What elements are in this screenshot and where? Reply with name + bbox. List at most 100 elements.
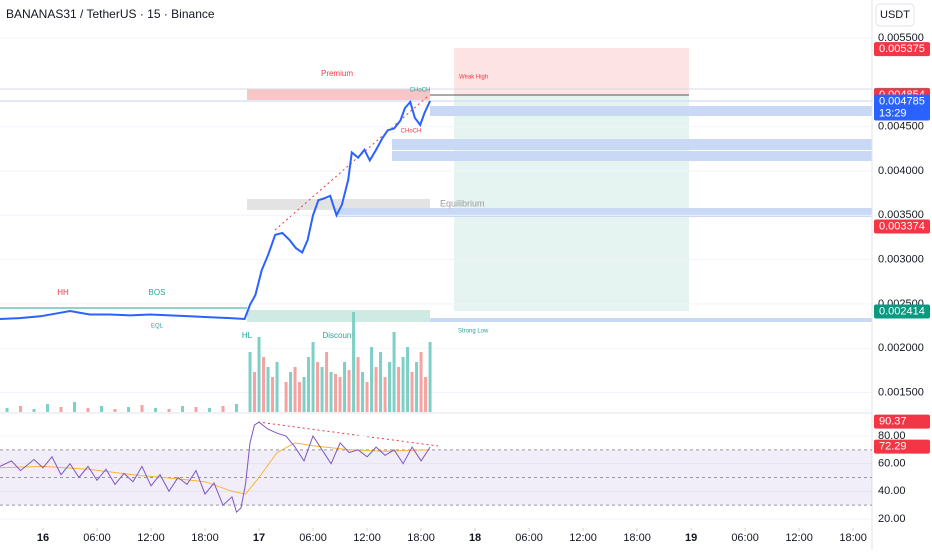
y-tick-label: 0.004500 <box>878 121 924 133</box>
x-tick-label: 18:00 <box>839 532 867 544</box>
y-tick-label: 0.003500 <box>878 209 924 221</box>
volume-bar <box>181 406 185 412</box>
volume-bar <box>388 362 392 412</box>
volume-bar <box>338 377 342 412</box>
price-tag-label: 0.005375 <box>879 43 925 55</box>
order-block <box>336 208 872 217</box>
volume-bar <box>352 312 356 412</box>
annotation: CHoCH <box>410 88 431 94</box>
volume-bar <box>329 372 333 412</box>
volume-bar <box>424 377 428 412</box>
annotation: Weak High <box>459 75 488 81</box>
volume-bar <box>284 382 288 412</box>
annotation: Discount <box>322 331 354 340</box>
volume-bar <box>406 347 410 412</box>
price-tag-label: 90.37 <box>879 416 907 428</box>
annotation: Premium <box>321 69 353 78</box>
x-tick-label: 18:00 <box>623 532 651 544</box>
drawings <box>0 0 873 550</box>
price-tag <box>874 42 930 57</box>
volume-bar <box>334 374 338 412</box>
y-tick-label: 40.00 <box>878 485 906 497</box>
y-tick-label: 60.00 <box>878 458 906 470</box>
volume-bar <box>361 372 365 412</box>
volume-bar <box>257 337 261 412</box>
order-block <box>392 139 872 150</box>
volume-bar <box>307 357 311 412</box>
volume-bar <box>397 367 401 412</box>
x-tick-label: 18:00 <box>407 532 435 544</box>
price-tag-label: 72.29 <box>879 441 907 453</box>
x-tick-label: 19 <box>685 532 697 544</box>
x-tick-label: 12:00 <box>137 532 165 544</box>
volume-bar <box>167 409 171 412</box>
volume-bar <box>253 372 257 412</box>
volume-bar <box>325 352 329 412</box>
volume-bar <box>289 372 293 412</box>
volume-bar <box>73 402 77 412</box>
price-tag <box>874 94 930 121</box>
volume-bar <box>19 406 23 412</box>
price-tag <box>874 414 930 429</box>
price-tag <box>874 304 930 319</box>
x-tick-label: 18 <box>469 532 481 544</box>
volume-bar <box>46 404 50 412</box>
volume-bar <box>383 377 387 412</box>
volume-bar <box>235 404 239 412</box>
volume-bar <box>356 357 360 412</box>
y-tick-label: 20.00 <box>878 513 906 525</box>
rsi-line <box>0 421 431 514</box>
target-zone <box>454 95 689 311</box>
volume-bar <box>401 357 405 412</box>
annotation: EQL <box>151 324 164 330</box>
price-tag-label: 0.004785 <box>879 95 925 107</box>
volume-bar <box>428 342 432 412</box>
annotation: Equilibrium <box>440 198 485 208</box>
volume-bar <box>370 347 374 412</box>
volume-bar <box>100 406 104 412</box>
volume-bar <box>379 352 383 412</box>
stop-zone <box>454 48 689 95</box>
volume-bar <box>316 362 320 412</box>
price-tag-label: 0.003374 <box>879 220 925 232</box>
volume-bar <box>275 362 279 412</box>
volume-bar <box>415 362 419 412</box>
price-line <box>0 99 432 321</box>
y-tick-label: 0.003000 <box>878 254 924 266</box>
volume-bar <box>293 367 297 412</box>
annotation: BOS <box>149 288 166 297</box>
volume-bar <box>266 367 270 412</box>
rsi-ma <box>0 442 431 495</box>
volume-bar <box>311 342 315 412</box>
annotation: HL <box>242 331 253 340</box>
volume-bar <box>86 408 90 412</box>
discount-zone <box>247 310 430 322</box>
volume-bar <box>343 362 347 412</box>
x-tick-label: 16 <box>37 532 49 544</box>
volume-bar <box>302 377 306 412</box>
volume-bar <box>271 377 275 412</box>
order-block <box>430 318 872 322</box>
order-block <box>430 106 872 116</box>
y-tick-label: 0.001500 <box>878 386 924 398</box>
volume-bar <box>154 408 158 412</box>
rsi-band <box>0 449 872 506</box>
currency-button[interactable] <box>875 3 915 27</box>
equilibrium-zone <box>247 199 430 210</box>
volume-bar <box>320 367 324 412</box>
annotation: HH <box>57 288 69 297</box>
currency[interactable]: USDT <box>880 9 910 21</box>
volume-bar <box>194 407 198 412</box>
price-tag <box>874 439 930 454</box>
volume-bar <box>347 370 351 412</box>
y-tick-label: 0.002000 <box>878 342 924 354</box>
x-tick-label: 12:00 <box>569 532 597 544</box>
volume-bar <box>262 357 266 412</box>
price-tag-label: 0.002414 <box>879 305 925 317</box>
order-block <box>392 151 872 161</box>
trend-line <box>274 95 429 231</box>
volume-bar <box>221 406 225 412</box>
x-tick-label: 18:00 <box>191 532 219 544</box>
countdown: 13:29 <box>879 107 907 119</box>
